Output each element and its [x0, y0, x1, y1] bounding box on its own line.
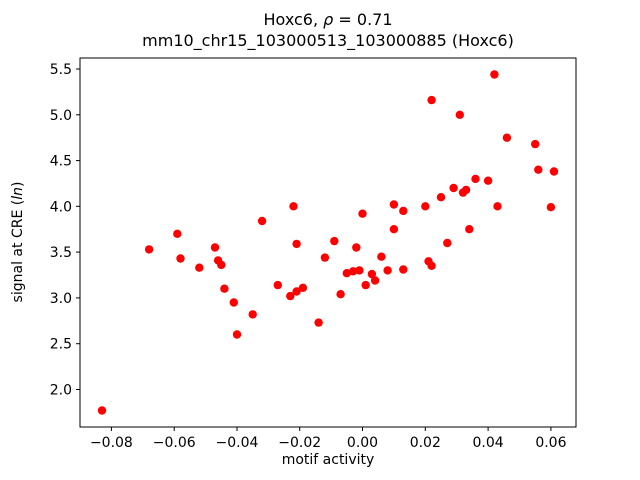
data-point [320, 253, 330, 262]
y-axis-label-suffix: ) [10, 182, 26, 187]
data-point [97, 406, 107, 415]
y-tick-label: 5.5 [50, 62, 72, 78]
y-tick-label: 3.5 [50, 245, 72, 261]
data-point [144, 245, 154, 254]
y-tick-label: 4.0 [50, 199, 72, 215]
data-point [427, 95, 436, 105]
data-point [342, 269, 351, 278]
x-tick-label: 0.04 [473, 435, 504, 451]
data-point [436, 193, 446, 202]
data-point [352, 243, 361, 252]
data-point [483, 176, 493, 185]
data-point [471, 174, 480, 184]
data-point [217, 260, 226, 270]
x-tick-label: −0.06 [153, 435, 196, 451]
plot-border [79, 57, 577, 428]
chart-title-suffix: = 0.71 [333, 10, 392, 29]
data-point [377, 252, 386, 261]
chart-title-prefix: Hoxc6, [263, 10, 323, 29]
y-axis-label-prefix: signal at CRE ( [10, 200, 26, 303]
data-point [531, 139, 540, 149]
data-point [314, 318, 323, 327]
data-point [546, 203, 556, 212]
data-point [502, 133, 512, 142]
data-point [465, 225, 474, 234]
y-tick-label: 3.0 [50, 291, 72, 307]
data-point [292, 239, 301, 249]
data-point [383, 266, 392, 275]
y-tick-label: 5.0 [50, 108, 72, 124]
x-tick-label: −0.04 [216, 435, 259, 451]
data-point [361, 280, 370, 290]
data-point [443, 238, 452, 248]
data-point [220, 284, 229, 293]
scatter-points [97, 70, 559, 415]
data-point [210, 243, 220, 252]
data-point [229, 298, 238, 307]
data-point [348, 267, 358, 276]
chart-title: Hoxc6, ρ = 0.71 [263, 10, 392, 29]
data-point [232, 330, 242, 339]
data-point [367, 269, 377, 279]
data-point [195, 263, 204, 272]
data-point [427, 261, 436, 270]
data-point [549, 167, 559, 176]
data-point [257, 216, 267, 226]
x-tick-label: −0.02 [278, 435, 321, 451]
x-tick-label: −0.08 [90, 435, 133, 451]
data-point [298, 283, 308, 292]
data-point [455, 110, 464, 120]
data-point [493, 202, 502, 211]
data-point [330, 236, 339, 246]
plot-area [80, 58, 576, 427]
data-point [286, 291, 295, 301]
x-tick-label: 0.00 [347, 435, 378, 451]
data-point [173, 229, 182, 238]
data-point [273, 280, 282, 290]
data-point [355, 266, 364, 275]
data-point [534, 165, 543, 174]
x-tick-label: 0.06 [535, 435, 566, 451]
data-point [490, 70, 499, 79]
y-tick-label: 2.5 [50, 337, 72, 353]
x-axis-ticks: −0.08 −0.06 −0.04 −0.02 0.00 0.02 0.04 0.06 [90, 427, 567, 451]
x-axis-label: motif activity [282, 452, 375, 468]
data-point [176, 254, 185, 263]
y-axis-label-italic: ln [10, 187, 26, 200]
data-point [389, 200, 399, 209]
chart-title-rho: ρ [323, 10, 333, 29]
data-point [292, 287, 301, 296]
data-point [370, 276, 380, 285]
data-point [421, 202, 430, 211]
y-tick-label: 4.5 [50, 154, 72, 170]
data-point [389, 225, 399, 234]
y-tick-label: 2.0 [50, 383, 72, 399]
data-point [449, 183, 458, 193]
x-tick-label: 0.02 [410, 435, 441, 451]
data-point [461, 185, 471, 195]
data-point [358, 209, 367, 218]
data-point [399, 206, 408, 216]
data-point [336, 290, 345, 299]
y-axis-ticks: 2.0 2.5 3.0 3.5 4.0 4.5 5.0 5.5 [50, 62, 80, 399]
data-point [289, 202, 298, 211]
chart-subtitle: mm10_chr15_103000513_103000885 (Hoxc6) [142, 31, 514, 51]
y-axis-label: signal at CRE (ln) [10, 182, 26, 303]
data-point [248, 310, 257, 319]
data-point [399, 265, 408, 274]
